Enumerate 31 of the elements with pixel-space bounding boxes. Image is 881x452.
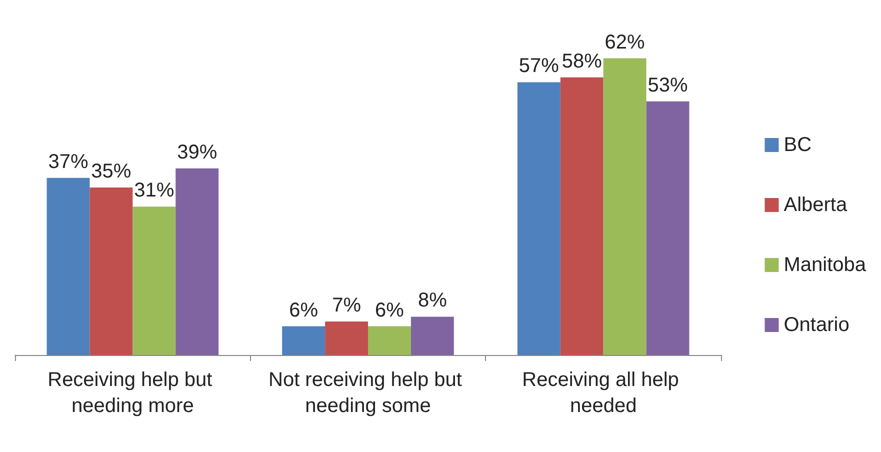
bar <box>368 326 411 355</box>
data-label: 8% <box>418 290 448 312</box>
data-label: 35% <box>91 160 132 182</box>
bar <box>282 326 326 355</box>
bar <box>603 58 646 355</box>
x-tick-label: Receiving all help needed <box>522 369 684 417</box>
bar <box>560 77 604 355</box>
bar <box>410 316 454 355</box>
data-label: 7% <box>332 294 362 316</box>
bar <box>517 82 560 355</box>
legend-label: Manitoba <box>784 254 867 276</box>
data-label: 62% <box>604 31 646 54</box>
data-label: 31% <box>134 180 174 202</box>
data-label: 53% <box>648 74 688 96</box>
data-label: 58% <box>562 50 602 72</box>
bar <box>646 101 690 355</box>
data-label: 57% <box>518 55 560 78</box>
legend-label: Ontario <box>784 314 850 336</box>
data-label: 39% <box>177 141 218 164</box>
data-label: 37% <box>48 150 88 173</box>
x-tick-label: Not receiving help but needing some <box>268 369 468 417</box>
bar <box>176 168 219 355</box>
bar <box>132 206 176 355</box>
bar <box>90 188 133 355</box>
bar <box>325 322 368 355</box>
legend-label: BC <box>784 134 812 156</box>
bar <box>46 178 90 355</box>
x-tick-label: Receiving help but needing more <box>48 369 218 417</box>
data-label: 6% <box>375 299 404 322</box>
data-label: 6% <box>289 299 318 322</box>
legend-label: Alberta <box>784 194 848 216</box>
